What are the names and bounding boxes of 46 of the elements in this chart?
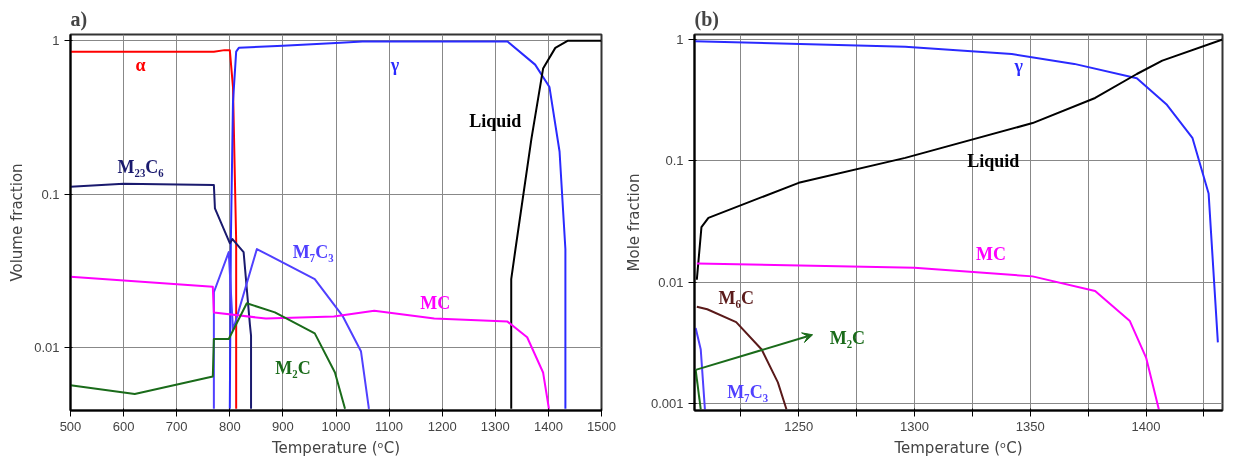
x-tick-label: 1500 <box>587 418 616 434</box>
x-tick-label: 600 <box>112 418 135 434</box>
x-axis-title: Temperature (ᵒC) <box>270 438 401 457</box>
series-label: α <box>135 54 146 75</box>
line-series <box>228 40 567 410</box>
y-axis-title: Mole fraction <box>624 173 643 272</box>
series-label: Liquid <box>469 111 522 132</box>
series-label: MC <box>420 293 451 314</box>
line-series <box>695 262 1160 411</box>
y-tick-label: 1 <box>52 33 60 49</box>
x-tick-label: 500 <box>59 418 82 434</box>
x-tick-label: 1200 <box>427 418 457 434</box>
y-tick-label: 0.001 <box>650 396 684 412</box>
y-tick-label: 0.1 <box>665 153 684 169</box>
x-tick-label: 1100 <box>375 418 404 434</box>
x-axis-title: Temperature (ᵒC) <box>893 438 1023 457</box>
x-tick-label: 1300 <box>480 418 510 434</box>
y-tick-label: 0.01 <box>34 340 60 356</box>
legend-label: M₂C <box>829 327 866 348</box>
series-label: M₂₃C₆ <box>117 157 165 178</box>
series-label: M₆C <box>718 288 754 309</box>
line-series <box>70 275 550 410</box>
x-tick-label: 1400 <box>1131 418 1161 434</box>
series-label: M₂C <box>275 357 311 378</box>
series-label: M₇C₃ <box>292 242 335 263</box>
line-series <box>70 302 347 410</box>
x-tick-label: 700 <box>165 418 188 434</box>
x-tick-label: 1350 <box>1015 418 1045 434</box>
series-label: γ <box>389 54 400 75</box>
x-tick-label: 900 <box>272 418 294 434</box>
x-tick-label: 1400 <box>533 418 563 434</box>
series-label: MC <box>975 244 1006 265</box>
chart-title: (b) <box>694 7 719 31</box>
series-label: γ <box>1013 55 1024 76</box>
y-tick-label: 0.1 <box>41 186 60 202</box>
line-series <box>70 182 253 410</box>
y-axis-title: Volume fraction <box>8 163 27 282</box>
line-series <box>70 49 238 410</box>
series-label: Liquid <box>967 150 1020 171</box>
x-tick-label: 1000 <box>321 418 351 434</box>
y-tick-label: 1 <box>676 32 684 48</box>
chart-title: a) <box>70 7 88 31</box>
x-tick-label: 800 <box>218 418 241 434</box>
y-tick-label: 0.01 <box>658 274 684 290</box>
x-tick-label: 1300 <box>900 418 929 434</box>
x-tick-label: 1250 <box>784 418 814 434</box>
